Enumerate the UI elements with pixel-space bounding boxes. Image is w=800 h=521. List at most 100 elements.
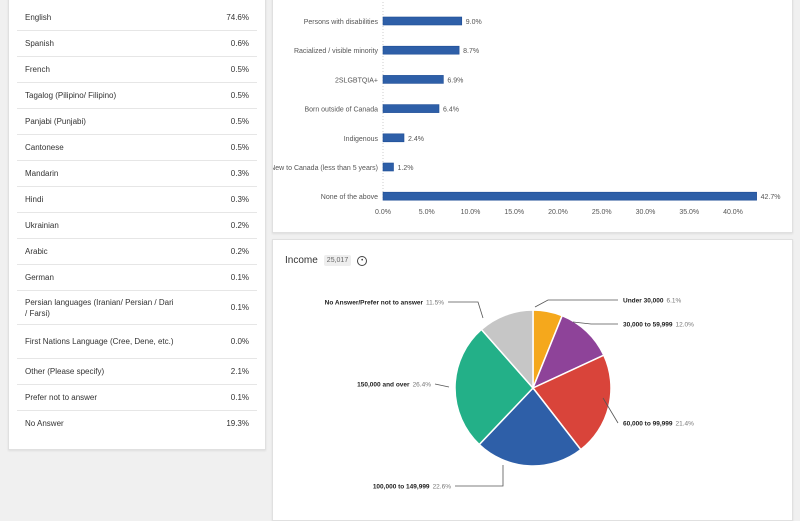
leader-line xyxy=(572,321,618,325)
x-tick-label: 15.0% xyxy=(504,209,524,216)
language-label: German xyxy=(25,273,54,282)
pie-label-category: 100,000 to 149,999 xyxy=(373,484,430,491)
income-title: Income xyxy=(285,255,318,266)
language-value: 0.5% xyxy=(230,117,249,126)
pie-label-value: 21.4% xyxy=(676,421,695,428)
language-value: 0.2% xyxy=(230,221,249,230)
language-label: Hindi xyxy=(25,195,44,204)
language-value: 0.6% xyxy=(230,39,249,48)
bar-data-label: 6.9% xyxy=(447,77,463,84)
bar xyxy=(382,75,444,84)
language-value: 0.5% xyxy=(230,143,249,152)
bar xyxy=(382,133,405,143)
pie-slice xyxy=(531,354,612,451)
clock-icon[interactable]: • xyxy=(357,255,368,266)
bar xyxy=(382,162,394,172)
pie-label: 150,000 and over 26.4% xyxy=(357,382,431,389)
pie-label-value: 22.6% xyxy=(433,484,452,491)
language-value: 2.1% xyxy=(230,367,249,376)
pie-slice xyxy=(478,386,582,467)
income-card: Income 25,017 • Under 30,000 6.1% 30,000 t… xyxy=(272,239,793,521)
bar-data-label: 9.0% xyxy=(466,19,482,26)
bar-category-label: None of the above xyxy=(321,194,378,201)
x-tick-label: 40.0% xyxy=(723,209,743,216)
bar-data-label: 1.2% xyxy=(398,165,414,172)
bar-category-label: New to Canada (less than 5 years) xyxy=(273,165,378,172)
language-label: Panjabi (Punjabi) xyxy=(25,117,86,126)
language-row: English 74.6% xyxy=(17,5,257,31)
x-tick-label: 10.0% xyxy=(461,209,481,216)
x-tick-label: 20.0% xyxy=(548,209,568,216)
language-value: 0.5% xyxy=(230,91,249,100)
bar xyxy=(382,191,757,201)
x-tick-label: 30.0% xyxy=(636,209,656,216)
language-table: English 74.6% Spanish 0.6% French 0.5% Tagalog… xyxy=(8,0,266,450)
leader-line xyxy=(602,397,619,424)
bar xyxy=(382,45,460,55)
x-tick-label: 0.0% xyxy=(375,209,391,216)
language-label: Spanish xyxy=(25,39,54,48)
language-value: 0.2% xyxy=(230,247,249,256)
bar xyxy=(382,16,463,26)
response-count-badge: 25,017 xyxy=(323,255,352,266)
pie-label: Under 30,000 6.1% xyxy=(623,298,682,305)
language-label: English xyxy=(25,13,52,22)
bar-category-label: Persons with disabilities xyxy=(304,19,379,26)
language-row: Prefer not to answer 0.1% xyxy=(17,385,257,411)
language-value: 0.3% xyxy=(230,195,249,204)
pie-label: 30,000 to 59,999 12.0% xyxy=(623,322,694,329)
pie-label-value: 11.5% xyxy=(426,300,444,307)
language-value: 0.5% xyxy=(230,65,249,74)
language-row: Persian languages (Iranian/ Persian / Da… xyxy=(17,291,257,325)
language-row: Hindi 0.3% xyxy=(17,187,257,213)
pie-slice xyxy=(454,328,535,446)
pie-label: No Answer/Prefer not to answer 11.5% xyxy=(325,300,445,307)
pie-label-value: 26.4% xyxy=(413,382,432,389)
language-label: Prefer not to answer xyxy=(25,393,98,402)
language-row: Arabic 0.2% xyxy=(17,239,257,265)
income-pie-chart: Under 30,000 6.1% 30,000 to 59,999 12.0% 60,… xyxy=(325,298,695,491)
language-row: Spanish 0.6% xyxy=(17,31,257,57)
language-label: French xyxy=(25,65,50,74)
pie-label-value: 6.1% xyxy=(666,298,681,305)
bar-category-label: Indigenous xyxy=(344,136,379,143)
pie-label-value: 12.0% xyxy=(676,322,695,329)
language-row: Panjabi (Punjabi) 0.5% xyxy=(17,109,257,135)
bar-category-label: 2SLGBTQIA+ xyxy=(335,77,378,84)
pie-label-category: 60,000 to 99,999 xyxy=(623,421,673,428)
language-row: Cantonese 0.5% xyxy=(17,135,257,161)
language-row: German 0.1% xyxy=(17,265,257,291)
language-label: First Nations Language (Cree, Dene, etc.… xyxy=(25,337,174,346)
language-value: 0.1% xyxy=(230,393,249,402)
pie-label-category: 150,000 and over xyxy=(357,382,410,389)
pie-label-category: 30,000 to 59,999 xyxy=(623,322,673,329)
x-tick-label: 35.0% xyxy=(679,209,699,216)
leader-line xyxy=(448,301,484,319)
income-header: Income 25,017 • xyxy=(285,255,368,266)
language-row: First Nations Language (Cree, Dene, etc.… xyxy=(17,325,257,359)
language-label: Arabic xyxy=(25,247,48,256)
bar-data-label: 2.4% xyxy=(408,136,424,143)
x-tick-label: 25.0% xyxy=(592,209,612,216)
language-value: 19.3% xyxy=(226,419,249,428)
language-value: 0.1% xyxy=(230,303,249,312)
pie-label-category: Under 30,000 xyxy=(623,298,664,305)
bar-data-label: 42.7% xyxy=(761,194,781,201)
leader-line xyxy=(434,383,450,388)
language-value: 0.1% xyxy=(230,273,249,282)
bar-data-label: 6.4% xyxy=(443,107,459,114)
bar-category-label: Born outside of Canada xyxy=(304,107,378,114)
leader-line xyxy=(455,465,504,487)
language-value: 74.6% xyxy=(226,13,249,22)
language-row: Tagalog (Pilipino/ Filipino) 0.5% xyxy=(17,83,257,109)
language-label: Other (Please specify) xyxy=(25,367,105,376)
bar xyxy=(382,104,440,113)
language-value: 0.3% xyxy=(230,169,249,178)
language-label: Cantonese xyxy=(25,143,64,152)
identity-bar-chart-card: Persons with disabilities 9.0% Racialized … xyxy=(270,0,793,233)
language-label: Tagalog (Pilipino/ Filipino) xyxy=(25,91,117,100)
language-row: Ukrainian 0.2% xyxy=(17,213,257,239)
pie-label-category: No Answer/Prefer not to answer xyxy=(325,300,424,307)
language-label: Persian languages (Iranian/ Persian / Da… xyxy=(25,297,174,318)
language-row: Mandarin 0.3% xyxy=(17,161,257,187)
